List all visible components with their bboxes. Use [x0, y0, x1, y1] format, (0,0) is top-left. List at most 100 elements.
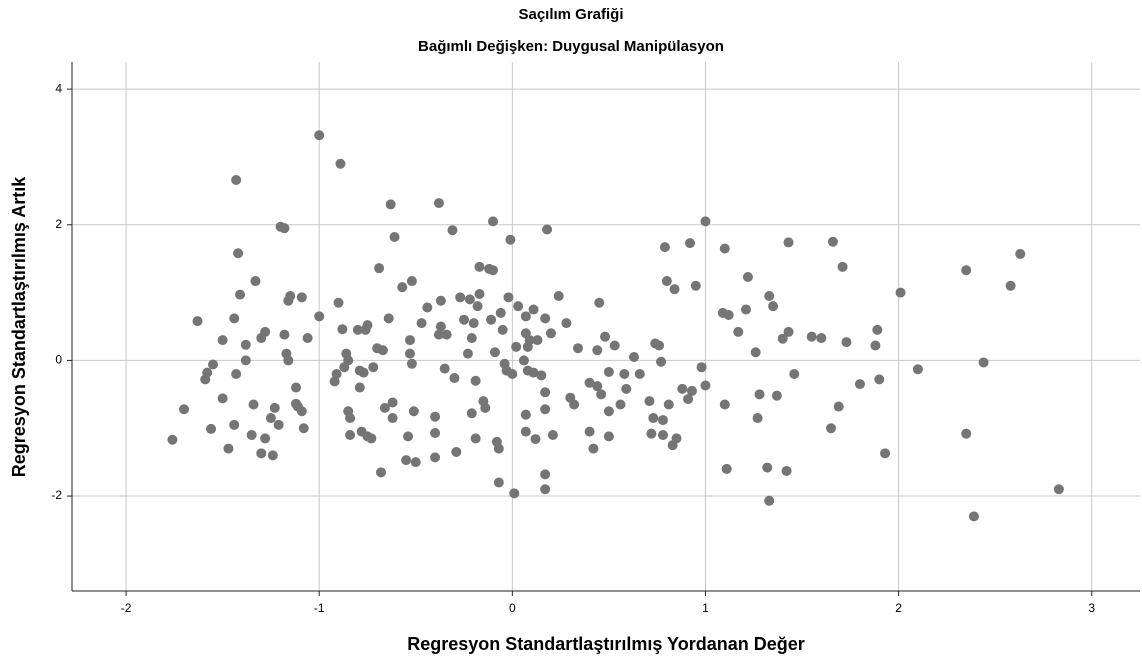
point	[685, 238, 696, 249]
point	[486, 314, 497, 325]
y-tick-label: -2	[51, 488, 62, 502]
point	[644, 396, 655, 407]
point	[781, 465, 792, 476]
point	[1005, 280, 1016, 291]
point	[540, 387, 551, 398]
point	[768, 301, 779, 312]
point	[659, 242, 670, 253]
point	[410, 457, 421, 468]
point	[406, 276, 417, 287]
point	[696, 362, 707, 373]
point	[545, 328, 556, 339]
point	[279, 223, 290, 234]
point	[223, 443, 234, 454]
point	[584, 377, 595, 388]
point	[837, 261, 848, 272]
point	[827, 236, 838, 247]
point	[816, 333, 827, 344]
point	[248, 399, 259, 410]
point	[663, 399, 674, 410]
point	[435, 321, 446, 332]
point	[978, 357, 989, 368]
point	[528, 367, 539, 378]
x-tick-label: 3	[1088, 601, 1095, 615]
point	[1015, 248, 1026, 259]
point	[503, 292, 514, 303]
point	[192, 316, 203, 327]
point	[235, 289, 246, 300]
point	[762, 462, 773, 473]
point	[374, 263, 385, 274]
point	[362, 320, 373, 331]
point	[466, 408, 477, 419]
point	[229, 313, 240, 324]
point	[401, 455, 412, 466]
point	[629, 352, 640, 363]
point	[468, 318, 479, 329]
point	[528, 304, 539, 315]
point	[260, 326, 271, 337]
point	[547, 430, 558, 441]
point	[806, 331, 817, 342]
point	[572, 343, 583, 354]
point	[462, 348, 473, 359]
point	[470, 375, 481, 386]
point	[433, 198, 444, 209]
point	[314, 130, 325, 141]
chart-subtitle: Bağımlı Değişken: Duygusal Manipülasyon	[418, 38, 724, 55]
point	[296, 292, 307, 303]
point	[389, 231, 400, 242]
point	[520, 409, 531, 420]
point	[273, 419, 284, 430]
point	[686, 385, 697, 396]
point	[783, 326, 794, 337]
point	[385, 199, 396, 210]
point	[435, 295, 446, 306]
point	[291, 382, 302, 393]
point	[167, 434, 178, 445]
point	[588, 443, 599, 454]
point	[403, 431, 414, 442]
point	[368, 362, 379, 373]
point	[358, 367, 369, 378]
point	[366, 433, 377, 444]
point	[777, 333, 788, 344]
point	[750, 347, 761, 358]
point	[439, 363, 450, 374]
point	[408, 406, 419, 417]
point	[656, 356, 667, 367]
point	[671, 433, 682, 444]
point	[206, 423, 217, 434]
point	[657, 430, 668, 441]
point	[741, 304, 752, 315]
point	[513, 301, 524, 312]
point	[615, 399, 626, 410]
point	[488, 216, 499, 227]
point	[754, 389, 765, 400]
point	[470, 433, 481, 444]
point	[279, 329, 290, 340]
point	[542, 224, 553, 235]
point	[451, 446, 462, 457]
point	[333, 297, 344, 308]
point	[518, 355, 529, 366]
point	[430, 427, 441, 438]
point	[488, 265, 499, 276]
point	[690, 280, 701, 291]
point	[733, 326, 744, 337]
point	[592, 381, 603, 392]
y-tick-label: 4	[55, 81, 62, 95]
point	[474, 288, 485, 299]
point	[298, 423, 309, 434]
chart-title: Saçılım Grafiği	[518, 6, 623, 23]
point	[459, 314, 470, 325]
point	[789, 368, 800, 379]
point	[764, 495, 775, 506]
point	[968, 511, 979, 522]
point	[870, 340, 881, 351]
point	[314, 311, 325, 322]
point	[507, 368, 518, 379]
point	[383, 313, 394, 324]
point	[250, 276, 261, 287]
point	[584, 426, 595, 437]
